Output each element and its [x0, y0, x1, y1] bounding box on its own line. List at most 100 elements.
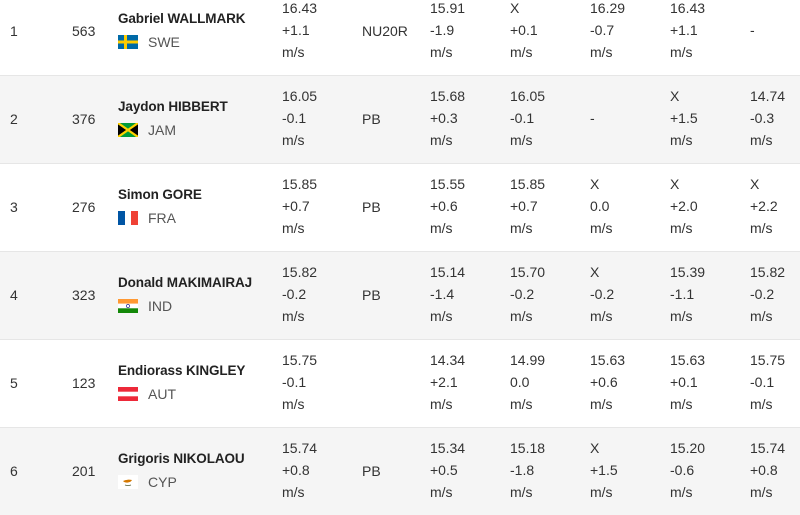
mark-wind: +0.6: [430, 198, 458, 214]
athlete-name-link[interactable]: Endiorass KINGLEY: [118, 363, 246, 378]
mark-unit: m/s: [510, 308, 533, 324]
mark-dist: 15.85: [510, 176, 546, 192]
country-code: CYP: [148, 474, 177, 490]
athlete-name-link[interactable]: Donald MAKIMAIRAJ: [118, 275, 253, 290]
attempt-mark: 14.34 +2.1 m/s: [430, 349, 465, 415]
athlete-name-link[interactable]: Jaydon HIBBERT: [118, 99, 228, 114]
country-code: FRA: [148, 210, 176, 226]
attempt-mark: 15.85 +0.7 m/s: [510, 173, 545, 239]
attempt-mark: 15.55 +0.6 m/s: [430, 173, 465, 239]
attempt-mark: 15.34 +0.5 m/s: [430, 437, 465, 503]
attempt-mark: 15.39 -1.1 m/s: [670, 261, 705, 327]
mark-unit: m/s: [750, 220, 773, 236]
attempt-mark: X +1.5 m/s: [670, 85, 698, 151]
table-row: 2 376 Jaydon HIBBERT JAM 16.05 -0.1 m/s PB 15.68…: [0, 76, 800, 164]
mark-dist: 15.39: [670, 264, 706, 280]
best-mark: 16.05 -0.1 m/s: [282, 85, 317, 151]
attempt-mark: 15.63 +0.1 m/s: [670, 349, 705, 415]
mark-unit: m/s: [510, 132, 533, 148]
best-mark: 15.82 -0.2 m/s: [282, 261, 317, 327]
mark-wind: -0.1: [510, 110, 535, 126]
mark-dist: 15.91: [430, 0, 466, 16]
mark-unit: m/s: [430, 396, 453, 412]
bib-cell: 123: [72, 375, 96, 391]
mark-wind: -1.9: [430, 22, 455, 38]
country-code: SWE: [148, 34, 180, 50]
mark-dist: 16.43: [670, 0, 706, 16]
mark-dist: X: [590, 440, 600, 456]
mark-wind: -0.2: [510, 286, 535, 302]
cyprus-flag: [118, 475, 138, 489]
rank-cell: 6: [10, 463, 18, 479]
mark-unit: m/s: [670, 396, 693, 412]
athlete-name-link[interactable]: Gabriel WALLMARK: [118, 11, 246, 26]
mark-wind: -: [750, 22, 755, 38]
mark-unit: m/s: [510, 44, 533, 60]
country-cell: IND: [118, 295, 172, 317]
mark-wind: +1.5: [590, 462, 618, 478]
attempt-mark: X +1.5 m/s: [590, 437, 618, 503]
attempt-mark: 15.74 +0.8 m/s: [750, 437, 785, 503]
mark-wind: +2.2: [750, 198, 778, 214]
mark-wind: +0.3: [430, 110, 458, 126]
rank-cell: 1: [10, 23, 18, 39]
table-row: 5 123 Endiorass KINGLEY AUT 15.75 -0.1 m/s 14.3…: [0, 340, 800, 428]
mark-wind: +0.7: [510, 198, 538, 214]
mark-dist: 16.43: [282, 0, 318, 16]
best-mark: 15.85 +0.7 m/s: [282, 173, 317, 239]
mark-unit: m/s: [750, 396, 773, 412]
athlete-name-link[interactable]: Grigoris NIKOLAOU: [118, 451, 245, 466]
table-row: 4 323 Donald MAKIMAIRAJ IND 15.82 -0.2 m/s PB 15…: [0, 252, 800, 340]
bib-cell: 376: [72, 111, 96, 127]
mark-dist: 16.05: [282, 88, 318, 104]
record-note: PB: [362, 463, 381, 479]
rank-cell: 3: [10, 199, 18, 215]
athlete-name-link[interactable]: Simon GORE: [118, 187, 202, 202]
table-row: 3 276 Simon GORE FRA 15.85 +0.7 m/s PB 15.55 +0.6…: [0, 164, 800, 252]
table-row: 1 563 Gabriel WALLMARK SWE 16.43 +1.1 m/s NU20R…: [0, 0, 800, 76]
bib-cell: 323: [72, 287, 96, 303]
mark-wind: -0.3: [750, 110, 775, 126]
record-note: PB: [362, 287, 381, 303]
mark-dist: 15.82: [750, 264, 786, 280]
attempt-mark: 14.74 -0.3 m/s: [750, 85, 785, 151]
mark-wind: 0.0: [510, 374, 530, 390]
mark-unit: m/s: [282, 308, 305, 324]
mark-dist: 15.70: [510, 264, 546, 280]
mark-unit: m/s: [282, 44, 305, 60]
best-mark: 15.74 +0.8 m/s: [282, 437, 317, 503]
mark-dist: 15.75: [750, 352, 786, 368]
mark-dist: [590, 85, 595, 107]
mark-wind: -1.8: [510, 462, 535, 478]
attempt-mark: -: [590, 85, 595, 151]
india-flag: [118, 299, 138, 313]
mark-wind: -0.1: [750, 374, 775, 390]
mark-unit: m/s: [590, 308, 613, 324]
mark-unit: m/s: [430, 484, 453, 500]
mark-unit: m/s: [282, 132, 305, 148]
mark-unit: m/s: [282, 396, 305, 412]
attempt-mark: 15.70 -0.2 m/s: [510, 261, 545, 327]
record-note: NU20R: [362, 23, 408, 39]
mark-wind: +2.0: [670, 198, 698, 214]
mark-unit: m/s: [670, 308, 693, 324]
table-row: 6 201 Grigoris NIKOLAOU CYP 15.74 +0.8 m/s PB 15…: [0, 428, 800, 515]
best-mark: 15.75 -0.1 m/s: [282, 349, 317, 415]
mark-wind: +0.8: [282, 462, 310, 478]
country-cell: FRA: [118, 207, 176, 229]
mark-dist: X: [590, 176, 600, 192]
mark-unit: [750, 41, 755, 63]
rank-cell: 4: [10, 287, 18, 303]
mark-wind: -0.6: [670, 462, 695, 478]
mark-wind: +0.1: [670, 374, 698, 390]
attempt-mark: X 0.0 m/s: [590, 173, 613, 239]
mark-wind: -0.1: [282, 374, 307, 390]
mark-unit: m/s: [430, 308, 453, 324]
record-note: PB: [362, 199, 381, 215]
mark-dist: 15.63: [590, 352, 626, 368]
mark-wind: -1.4: [430, 286, 455, 302]
mark-unit: m/s: [670, 220, 693, 236]
mark-unit: m/s: [590, 484, 613, 500]
mark-dist: 15.18: [510, 440, 546, 456]
